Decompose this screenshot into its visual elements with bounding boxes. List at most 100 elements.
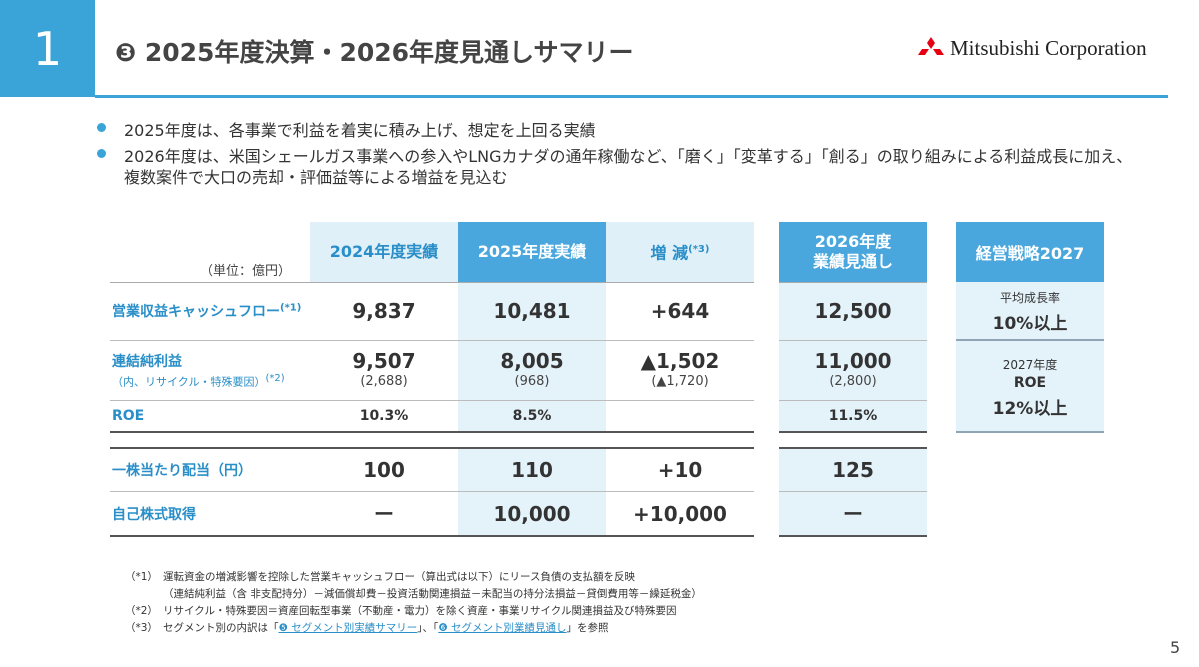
column-bg [458,448,606,536]
section-number: 1 [32,21,63,76]
bullet-text: 複数案件で大口の売却・評価益等による増益を見込む [124,168,508,187]
row-label: 一株当たり配当（円） [112,448,307,492]
column-bg [458,282,606,432]
row-rule [779,282,927,283]
bullet-text: 2026年度は、米国シェールガス事業への参入やLNGカナダの通年稼働など、「磨く… [124,147,1133,166]
cell-value: +10,000 [633,502,727,526]
row-rule [110,400,754,401]
table-cell: 11,000 (2,800) [779,340,927,400]
logo: Mitsubishi Corporation [918,36,1147,61]
bullet-text: 2025年度は、各事業で利益を着実に積み上げ、想定を上回る実績 [124,121,596,140]
table-cell: 12,500 [779,282,927,340]
bullet-dot [97,123,106,132]
column-header-label: 2026年度 [814,232,892,251]
unit-label: （単位：億円） [200,264,292,279]
cell-value: 10,000 [493,502,571,526]
table-cell: 10,000 [458,492,606,536]
row-rule [110,447,754,449]
table-cell: 8,005 (968) [458,340,606,400]
row-label: 連結純利益 （内、リサイクル・特殊要因）(*2) [112,340,307,400]
cell-value: +644 [650,299,710,323]
cell-value: 11,000 [814,349,892,373]
cell-value: 8,005 [500,349,564,373]
footnote-link[interactable]: ❻ セグメント別業績見通し [438,622,567,634]
column-header-text: 2024年度実績 [330,242,439,262]
column-header-label: 業績見通し [812,252,893,271]
column-header-text: 2026年度 [815,232,892,252]
table-cell: +10,000 [606,492,754,536]
cell-value: 9,837 [352,299,416,323]
table-cell: 11.5% [779,400,927,432]
row-rule [779,400,927,401]
row-rule [110,340,754,341]
row-label-note: (*2) [265,372,285,384]
column-bg [779,448,927,536]
column-bg [779,282,927,432]
row-rule [779,431,927,433]
table-cell: 110 [458,448,606,492]
row-label-text: 自己株式取得 [112,507,196,523]
cell-value: 10,481 [493,299,571,323]
table-cell: 100 [310,448,458,492]
cell-value: 110 [511,458,553,482]
row-label: 自己株式取得 [112,492,307,536]
bullet-dot [97,149,106,158]
row-rule [779,491,927,492]
slide-title: ❸ 2025年度決算・2026年度見通しサマリー [115,38,634,67]
row-label-text: 営業収益キャッシュフロー [112,304,280,320]
table-cell: ー [779,492,927,536]
table-cell: +644 [606,282,754,340]
strategy-header: 経営戦略2027 [956,222,1104,282]
row-rule [779,535,927,537]
strategy-label: 2027年度 [1002,358,1058,372]
footnote-part: 」、「 [417,622,439,634]
strategy-label: ROE [1013,375,1047,391]
table-cell: 10,481 [458,282,606,340]
column-header-text: 2025年度実績 [478,242,587,262]
footnote-mark: （*1） [125,571,158,583]
column-header-text: 業績見通し [813,252,893,272]
cell-value: 12,500 [814,299,892,323]
footnote-part: 」を参照 [566,622,609,634]
cell-subvalue: (▲1,720) [651,374,709,389]
footnote-link[interactable]: ❺ セグメント別実績サマリー [278,622,418,634]
row-label-line: 連結純利益 [112,351,307,371]
cell-value: 9,507 [352,349,416,373]
cell-value: ▲1,502 [640,349,720,373]
row-label-note: (*1) [280,302,302,314]
column-header: 2025年度実績 [458,222,606,282]
row-rule [110,491,754,492]
strategy-value: 10%以上 [992,313,1068,334]
cell-value: 10.3% [359,408,409,424]
footnote-text: （連結純利益（含 非支配持分）－減価償却費－投資活動関連損益－未配当の持分法損益… [163,588,702,600]
cell-subvalue: (2,688) [360,374,408,389]
header-rule [95,95,1168,98]
row-label-text: 一株当たり配当（円） [112,463,252,479]
column-header: 増 減(*3) [606,222,754,282]
table-cell: 9,507 (2,688) [310,340,458,400]
strategy-label: 平均成長率 [999,290,1060,305]
table-cell: 8.5% [458,400,606,432]
footnote-text: セグメント別の内訳は「❺ セグメント別実績サマリー」、「❻ セグメント別業績見通… [163,620,609,635]
cell-subvalue: (968) [514,374,550,389]
row-label: 営業収益キャッシュフロー(*1) [112,282,307,340]
column-header-label: 2025年度実績 [477,242,587,261]
table-cell: 10.3% [310,400,458,432]
row-label-line: 営業収益キャッシュフロー(*1) [112,301,307,321]
strategy-rule [956,339,1104,341]
cell-value: ー [374,502,394,526]
cell-value: 11.5% [828,408,878,424]
strategy-item: 平均成長率 10%以上 [956,282,1104,340]
row-label: ROE [112,400,307,432]
row-sublabel: （内、リサイクル・特殊要因） [112,375,266,389]
row-label-line: 一株当たり配当（円） [112,460,307,480]
row-label-text: 連結純利益 [112,353,182,370]
table-cell: +10 [606,448,754,492]
column-header-note: (*3) [688,244,710,256]
logo-text: Mitsubishi Corporation [950,36,1147,60]
cell-value: 8.5% [512,408,552,424]
footnote-mark: （*3） [125,622,158,634]
table-cell: ▲1,502 (▲1,720) [606,340,754,400]
cell-subvalue: (2,800) [829,374,877,389]
